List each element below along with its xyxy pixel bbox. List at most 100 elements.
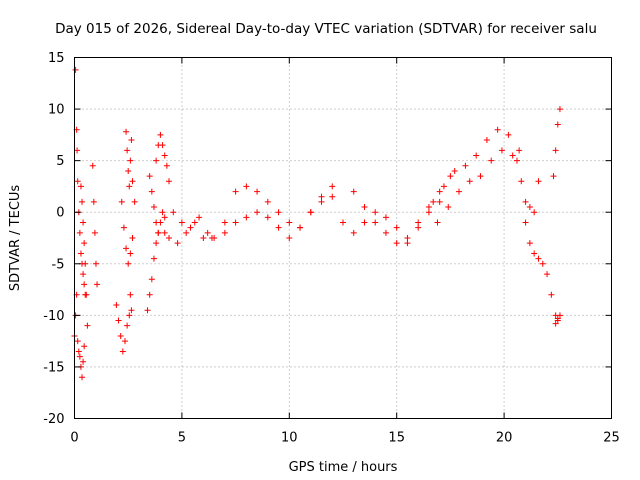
- data-point: [161, 214, 168, 221]
- data-point: [124, 322, 131, 329]
- x-tick-label: 25: [603, 431, 620, 446]
- data-point: [473, 152, 480, 159]
- data-point: [144, 307, 151, 314]
- data-point: [221, 219, 228, 226]
- data-point: [404, 235, 411, 241]
- data-point: [129, 235, 136, 241]
- data-point: [466, 178, 473, 185]
- data-point: [113, 302, 120, 309]
- data-point: [146, 173, 153, 180]
- data-point: [187, 224, 194, 231]
- data-point: [535, 255, 542, 262]
- data-point: [286, 235, 293, 241]
- data-point: [153, 240, 160, 247]
- data-point: [74, 178, 81, 185]
- data-point: [440, 183, 447, 190]
- data-point: [150, 204, 157, 211]
- series-midday-lower: [211, 193, 336, 241]
- data-point: [297, 224, 304, 231]
- data-point: [447, 173, 454, 180]
- plot-frame: [74, 57, 612, 419]
- data-point: [81, 281, 88, 288]
- data-point: [264, 214, 271, 221]
- data-point: [275, 224, 282, 231]
- data-point: [556, 312, 563, 319]
- series-band-2h-a: [113, 291, 135, 355]
- data-point: [89, 162, 96, 169]
- data-point: [531, 209, 538, 216]
- data-point: [393, 224, 400, 231]
- data-point: [77, 250, 84, 257]
- data-point: [329, 183, 336, 190]
- data-point: [79, 198, 86, 205]
- data-point: [243, 214, 250, 221]
- series-band-3h-a: [144, 229, 162, 314]
- data-point: [191, 219, 198, 226]
- data-point: [275, 209, 282, 216]
- data-point: [118, 198, 125, 205]
- data-point: [126, 183, 133, 190]
- data-point: [361, 204, 368, 211]
- data-point: [119, 348, 126, 355]
- data-point: [522, 219, 529, 226]
- data-point: [83, 291, 90, 298]
- data-point: [75, 348, 82, 355]
- data-point: [505, 131, 512, 138]
- data-point: [74, 338, 81, 345]
- data-point: [155, 229, 162, 236]
- data-point: [94, 281, 101, 288]
- data-point: [372, 219, 379, 226]
- data-point: [340, 219, 346, 226]
- x-tick-label: 0: [70, 431, 78, 446]
- data-point: [535, 178, 542, 185]
- data-point: [79, 374, 86, 381]
- x-tick-label: 10: [281, 431, 298, 446]
- series-evening-rise-b: [434, 147, 516, 226]
- data-point: [170, 209, 177, 216]
- data-point: [445, 204, 452, 211]
- data-point: [92, 260, 99, 267]
- data-point: [318, 198, 325, 205]
- y-tick-label: -10: [43, 309, 64, 324]
- y-tick-label: -5: [52, 257, 65, 272]
- y-axis-label: SDTVAR / TECUs: [8, 185, 23, 292]
- data-point: [72, 66, 79, 73]
- data-point: [526, 240, 533, 247]
- data-point: [404, 240, 411, 247]
- data-point: [415, 219, 422, 226]
- data-point: [436, 198, 443, 205]
- data-point: [211, 235, 218, 241]
- data-point: [91, 229, 98, 236]
- data-point: [526, 204, 533, 211]
- data-point: [462, 162, 469, 169]
- data-point: [425, 204, 432, 211]
- data-point: [146, 291, 153, 298]
- data-point: [550, 173, 557, 180]
- data-point: [554, 315, 561, 322]
- data-point: [128, 137, 135, 144]
- grid-layer: [74, 57, 612, 419]
- series-band-3h-c: [153, 131, 173, 185]
- series-midday-upper: [221, 183, 336, 231]
- data-point: [254, 209, 261, 216]
- data-point: [161, 152, 168, 159]
- data-point: [150, 255, 157, 262]
- series-evening-rise-a: [430, 126, 523, 205]
- data-point: [90, 198, 97, 205]
- data-point: [425, 209, 432, 216]
- data-point: [434, 219, 441, 226]
- data-point: [200, 235, 207, 241]
- data-point: [513, 157, 520, 164]
- data-point: [516, 147, 523, 154]
- y-tick-label: 10: [48, 103, 65, 118]
- data-point: [498, 147, 505, 154]
- data-point: [174, 240, 181, 247]
- data-point: [123, 128, 130, 135]
- data-point: [531, 250, 538, 257]
- data-point: [539, 260, 546, 267]
- data-point: [121, 338, 128, 345]
- data-point: [483, 137, 490, 144]
- data-point: [488, 157, 495, 164]
- series-late-b: [522, 219, 561, 324]
- y-tick-label: 15: [48, 51, 65, 66]
